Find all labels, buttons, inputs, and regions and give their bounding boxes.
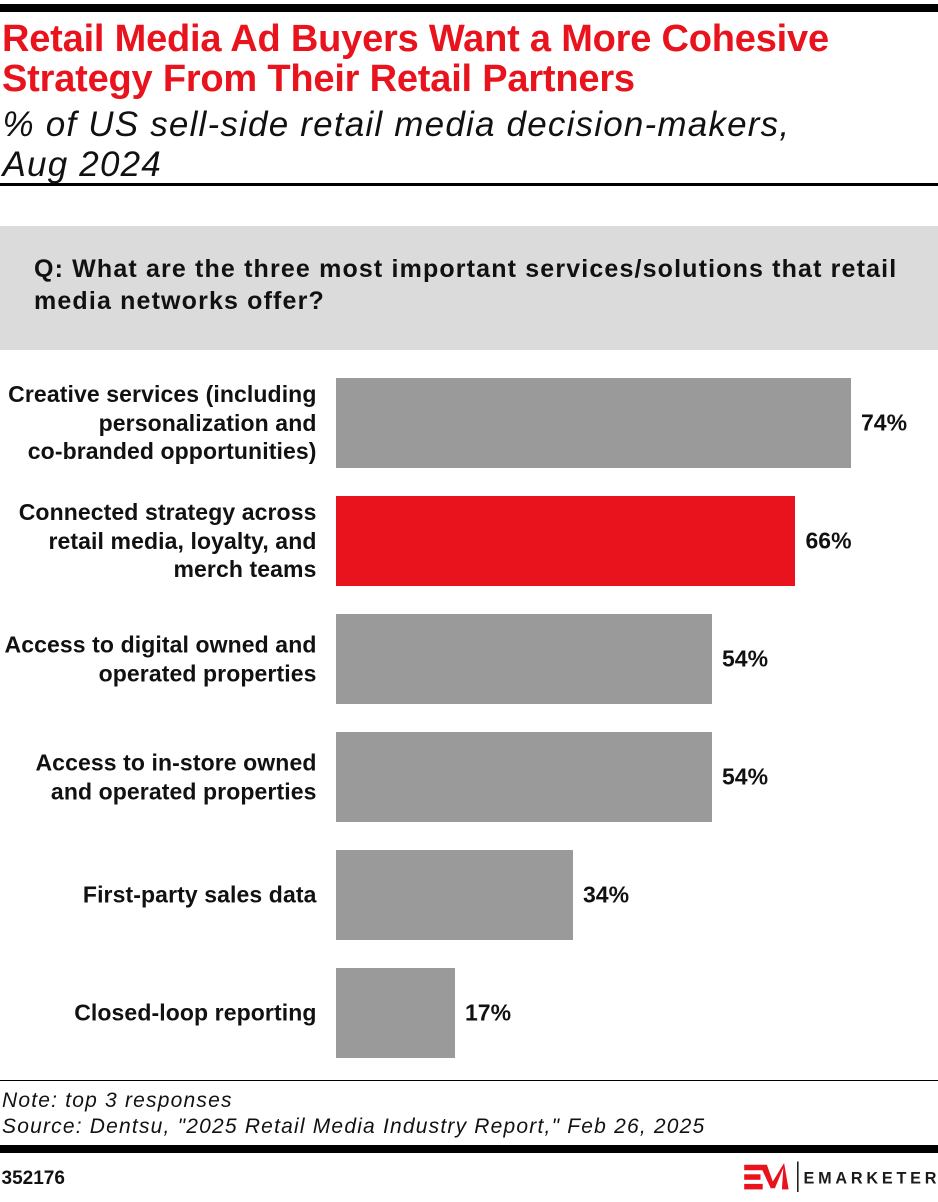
svg-text:EMARKETER: EMARKETER — [804, 1169, 938, 1187]
